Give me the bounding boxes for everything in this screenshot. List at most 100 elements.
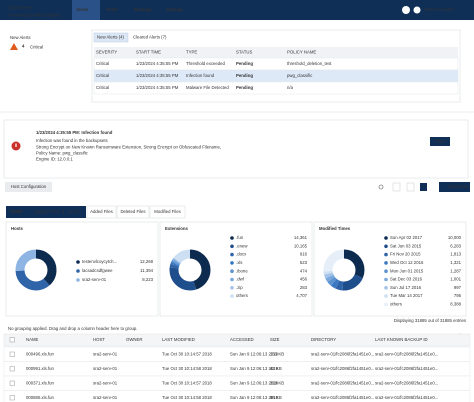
legend-label: .xls	[236, 260, 242, 265]
file-tab-label[interactable]: Modified Files	[154, 209, 181, 214]
grid-cell: sra2-serv-01/fc2086f2fa1451e0...	[375, 380, 438, 385]
alert-cell: threshold_deletion_test	[287, 61, 332, 66]
grid-cell: 000371.xls.fun	[26, 380, 55, 385]
checkbox[interactable]	[9, 366, 15, 372]
host-config-label[interactable]: Host Configuration	[11, 184, 47, 189]
file-tab[interactable]	[86, 205, 117, 219]
grid-cell: sra2-serv-01/fc2086f2fa1451e0...	[375, 366, 438, 371]
grid-cell: Tue Oct 30 10:14:57 2018	[162, 380, 212, 385]
legend-value: 283	[300, 285, 308, 290]
legend-label: testenvlcoycytch...	[82, 259, 117, 264]
detail-card	[3, 119, 469, 179]
tab-active	[93, 32, 129, 43]
help-icon[interactable]	[402, 6, 410, 14]
alert-cell: 1/23/2024 4:35:55 PM	[136, 85, 179, 90]
alerts-tab[interactable]: Cleared Alerts (7)	[133, 35, 167, 40]
file-tab-label[interactable]: Added Files	[90, 209, 113, 214]
grid-cell: 42 KB	[270, 366, 282, 371]
grid-grouping: No grouping applied. Drag and drop a col…	[8, 326, 137, 331]
legend-label: .enew	[236, 243, 248, 248]
grid-cell: sra2-serv-01/fc2086f2fa1451e0...	[375, 395, 438, 400]
donut-segment	[15, 249, 57, 291]
panel	[159, 221, 313, 317]
alert-cell: Critical	[96, 85, 109, 90]
donut-segment	[323, 249, 365, 291]
grid-column[interactable]: SIZE	[270, 337, 280, 342]
file-tab[interactable]	[116, 205, 150, 219]
legend-value: 1,813	[450, 252, 461, 257]
search-icon[interactable]	[378, 184, 384, 190]
checkbox[interactable]	[9, 395, 15, 401]
grid-cell: 000885.xls.fun	[26, 395, 55, 400]
legend-swatch	[384, 302, 388, 307]
logo: CyberSense	[8, 5, 32, 10]
detail-line: Engine ID: 12.0.0.1	[36, 157, 73, 162]
download-button[interactable]	[439, 182, 470, 192]
grid-column[interactable]: LAST KNOWN BACKUP ID	[375, 337, 428, 342]
legend-label: Sat Jun 03 2015	[390, 243, 422, 248]
clear-button[interactable]	[430, 137, 450, 146]
view-icon[interactable]	[392, 182, 401, 192]
file-tab-label[interactable]: Deleted Files	[120, 209, 145, 214]
nav-item[interactable]: Settings	[166, 7, 184, 12]
legend-value: 474	[300, 268, 308, 273]
grid-cell: Tue Oct 30 10:14:58 2018	[162, 366, 212, 371]
host-count: 3	[62, 209, 65, 214]
legend-label: Mon Jun 01 2015	[390, 268, 424, 273]
view-icon[interactable]	[406, 182, 415, 192]
grid-column[interactable]: LAST MODIFIED	[162, 337, 195, 342]
legend-value: 1,321	[450, 260, 461, 265]
clear-label[interactable]: Clear	[435, 139, 446, 144]
user-icon[interactable]	[413, 6, 421, 14]
legend-label: others	[390, 302, 402, 307]
host-config-button[interactable]	[5, 182, 52, 192]
legend-label: Tue Mar 14 2017	[390, 293, 423, 298]
nav-item[interactable]: Backups	[134, 7, 153, 12]
checkbox[interactable]	[9, 337, 15, 343]
alert-cell: n/a	[287, 85, 294, 90]
grid-cell: Sun Jan 9 12:06:13 2019	[230, 395, 279, 400]
grid-cell: sra2-serv-01	[93, 380, 118, 385]
grid-cell: sra2-serv-01/fc2086f2fa1451e0...	[311, 395, 374, 400]
grid-column[interactable]: HOST	[93, 337, 105, 342]
panel	[5, 221, 159, 317]
legend-swatch	[230, 294, 234, 298]
alert-row[interactable]	[93, 81, 459, 95]
download-label[interactable]: Download	[448, 184, 468, 189]
user-name[interactable]: Welcome admin	[424, 7, 455, 12]
grid-cell: sra2-serv-01/fc2086f2fa1451e0...	[311, 380, 374, 385]
legend-value: 14,361	[294, 235, 308, 240]
grid-column[interactable]: NAME	[26, 337, 39, 342]
legend-label: Sun Jul 17 2016	[390, 285, 422, 290]
alerts-tab[interactable]: New Alerts (4)	[97, 35, 125, 40]
file-tab[interactable]	[149, 205, 186, 219]
legend-label: .fun	[236, 235, 244, 240]
grid-column[interactable]: OWNER	[126, 337, 142, 342]
grid-column[interactable]: DIRECTORY	[311, 337, 336, 342]
checkbox[interactable]	[9, 351, 15, 357]
alert-cell: Pending	[236, 61, 253, 66]
suspect-label: Suspect Files	[34, 209, 60, 214]
alerts-column: SEVERITY	[96, 50, 117, 55]
legend-value: 456	[300, 277, 308, 282]
legend-value: 795	[454, 293, 462, 298]
nav-item[interactable]: Alerts	[76, 7, 89, 12]
legend-swatch	[230, 236, 234, 240]
alert-cell: Critical	[96, 61, 109, 66]
alerts-column: POLICY NAME	[287, 50, 316, 55]
alerts-column: STATUS	[236, 50, 252, 55]
alert-cell: Malware File Detected	[186, 85, 229, 90]
checkbox[interactable]	[9, 380, 15, 386]
grid-row[interactable]	[3, 390, 471, 402]
legend-value: 997	[454, 285, 462, 290]
grid-column[interactable]: ACCESSED	[230, 337, 254, 342]
suspect-tab[interactable]	[6, 206, 86, 218]
view-icon[interactable]	[420, 183, 427, 191]
grid-cell: 219 KB	[270, 380, 284, 385]
grid-cell: 163 KB	[270, 351, 284, 356]
legend-value: 1,287	[450, 268, 461, 273]
legend-label: Sat Dec 03 2016	[390, 277, 423, 282]
nav-item[interactable]: Hosts	[106, 7, 119, 12]
nav-active	[72, 0, 100, 20]
